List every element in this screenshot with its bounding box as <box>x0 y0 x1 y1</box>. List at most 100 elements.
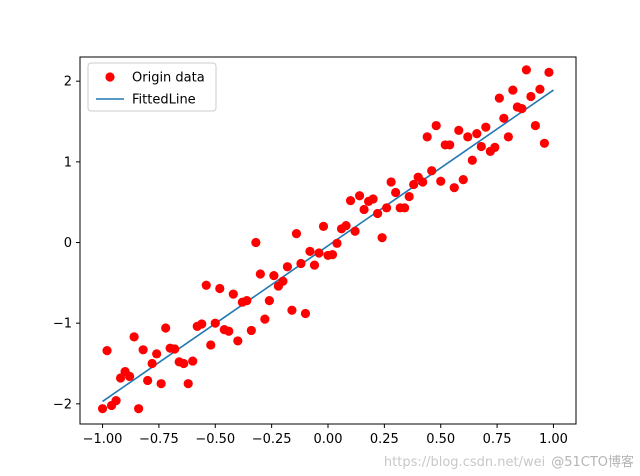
x-tick-label: −0.50 <box>195 432 235 447</box>
data-point <box>152 349 162 359</box>
data-point <box>490 142 500 152</box>
data-point <box>454 125 464 135</box>
data-point <box>373 208 383 219</box>
legend-dot-swatch <box>105 72 115 82</box>
data-point <box>115 373 126 383</box>
data-point <box>233 336 243 346</box>
data-point <box>481 122 491 132</box>
data-point <box>97 404 108 414</box>
data-point <box>129 332 139 342</box>
data-point <box>494 93 504 103</box>
data-point <box>269 270 279 281</box>
data-point <box>242 295 252 306</box>
data-point <box>521 65 532 75</box>
data-point <box>300 308 311 319</box>
data-point <box>264 295 274 306</box>
data-point <box>508 85 518 95</box>
data-point <box>350 226 360 236</box>
data-point <box>517 104 527 114</box>
y-axis: −2 −1 0 1 2 <box>53 75 80 412</box>
y-tick-label: −1 <box>53 317 72 332</box>
data-point <box>147 358 157 369</box>
x-tick-label: 1.00 <box>539 432 568 447</box>
data-point <box>125 371 135 382</box>
data-point <box>404 191 414 202</box>
data-point <box>382 203 392 213</box>
data-point <box>535 84 545 94</box>
data-point <box>251 237 261 248</box>
data-point <box>449 183 459 193</box>
fitted-line <box>102 89 554 403</box>
data-point <box>215 283 225 294</box>
data-point <box>246 325 256 336</box>
x-tick-label: −0.25 <box>252 432 292 447</box>
data-point <box>206 340 216 350</box>
y-tick-label: −2 <box>53 397 72 412</box>
data-point <box>400 203 410 213</box>
data-point <box>526 91 536 102</box>
data-point <box>161 323 171 333</box>
data-point <box>472 129 482 139</box>
x-tick-label: −0.75 <box>139 432 179 447</box>
data-point <box>368 194 378 204</box>
data-point <box>422 132 432 142</box>
data-point <box>228 289 238 299</box>
data-point <box>143 375 153 386</box>
legend: Origin data FittedLine <box>87 62 217 112</box>
data-point <box>427 166 437 176</box>
data-point <box>314 248 324 258</box>
data-point <box>332 238 342 248</box>
x-axis: −1.00 −0.75 −0.50 −0.25 0.00 0.25 0.50 0.75 1.00 <box>83 424 568 447</box>
y-tick-label: 1 <box>64 155 72 170</box>
data-point <box>476 141 486 152</box>
data-point <box>386 177 396 187</box>
x-tick-label: 0.00 <box>314 432 343 447</box>
data-point <box>156 379 166 389</box>
watermark-brand: @51CTO博客 <box>551 455 634 470</box>
data-point <box>499 113 509 123</box>
data-point <box>201 280 211 290</box>
data-point <box>111 396 121 406</box>
data-point <box>170 344 180 354</box>
data-point <box>463 132 473 142</box>
data-point <box>431 120 441 131</box>
y-tick-label: 2 <box>64 75 72 90</box>
data-point <box>309 260 320 270</box>
data-point <box>197 319 207 329</box>
data-point <box>436 176 446 186</box>
data-point <box>278 276 288 286</box>
data-point <box>282 262 293 272</box>
legend-label: FittedLine <box>132 93 196 108</box>
data-point <box>359 204 369 215</box>
data-point <box>354 191 365 201</box>
data-point <box>224 326 234 336</box>
data-point <box>391 187 401 198</box>
y-tick-label: 0 <box>64 236 72 251</box>
data-point <box>296 258 306 269</box>
data-point <box>305 246 315 256</box>
data-point <box>255 269 265 279</box>
data-point <box>544 67 554 77</box>
data-point <box>318 221 329 231</box>
data-point <box>134 404 144 414</box>
legend-label: Origin data <box>132 71 205 86</box>
data-point <box>345 195 356 206</box>
data-point <box>467 155 477 165</box>
data-point <box>503 132 513 142</box>
data-point <box>183 379 193 389</box>
data-point <box>260 314 270 324</box>
data-point <box>418 177 428 187</box>
watermark-url: https://blog.csdn.net/wei <box>383 455 546 470</box>
x-tick-label: 0.75 <box>483 432 512 447</box>
data-point <box>287 305 297 315</box>
x-tick-label: 0.25 <box>370 432 399 447</box>
data-point <box>458 175 468 185</box>
x-tick-label: −1.00 <box>83 432 123 447</box>
data-point <box>179 358 189 369</box>
data-point <box>327 250 338 260</box>
axes-frame <box>79 56 577 425</box>
data-point <box>539 138 550 148</box>
data-point <box>377 233 387 243</box>
data-point <box>138 345 148 355</box>
